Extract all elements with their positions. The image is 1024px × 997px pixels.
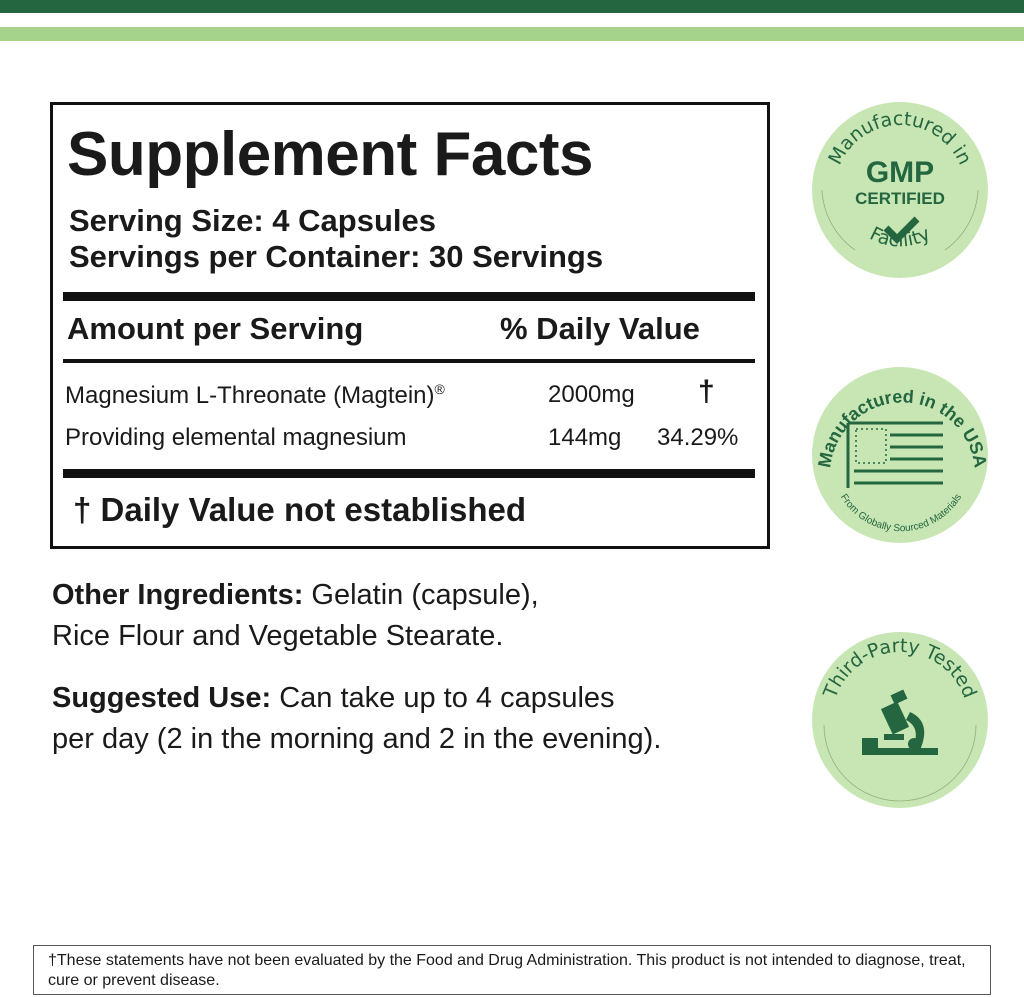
top-dark-stripe xyxy=(0,0,1024,13)
other-ingredients: Other Ingredients: Gelatin (capsule), Ric… xyxy=(52,579,539,652)
fda-disclaimer: †These statements have not been evaluate… xyxy=(33,945,991,995)
divider xyxy=(63,359,755,363)
made-in-usa-badge: Manufactured in the USA From Globally So… xyxy=(812,367,990,543)
badge-text: CERTIFIED xyxy=(855,189,945,208)
servings-per-container: Servings per Container: 30 Servings xyxy=(69,239,604,274)
gmp-certified-badge: Manufactured in GMP CERTIFIED Facility xyxy=(812,102,988,278)
supplement-facts-panel: Supplement Facts Serving Size: 4 Capsule… xyxy=(50,102,770,549)
serving-size: Serving Size: 4 Capsules xyxy=(69,203,436,238)
row-dv: † xyxy=(698,375,715,408)
third-party-tested-badge: Third-Party Tested xyxy=(812,632,988,808)
thick-divider xyxy=(63,469,755,478)
row-dv: 34.29% xyxy=(657,424,739,451)
microscope-icon xyxy=(862,689,938,755)
top-light-stripe xyxy=(0,27,1024,41)
footnote: † Daily Value not established xyxy=(73,491,526,528)
row-name: Providing elemental magnesium xyxy=(65,424,407,451)
checkmark-icon xyxy=(883,216,920,244)
facts-title: Supplement Facts xyxy=(67,120,594,189)
amount-per-serving-header: Amount per Serving xyxy=(67,311,364,346)
row-amount: 144mg xyxy=(548,424,622,451)
badge-text: GMP xyxy=(866,156,934,189)
row-amount: 2000mg xyxy=(548,381,635,408)
us-flag-icon xyxy=(846,421,943,488)
row-name: Magnesium L-Threonate (Magtein)® xyxy=(65,381,445,409)
thick-divider xyxy=(63,292,755,301)
daily-value-header: % Daily Value xyxy=(500,311,700,346)
suggested-use: Suggested Use: Can take up to 4 capsules… xyxy=(52,682,662,755)
